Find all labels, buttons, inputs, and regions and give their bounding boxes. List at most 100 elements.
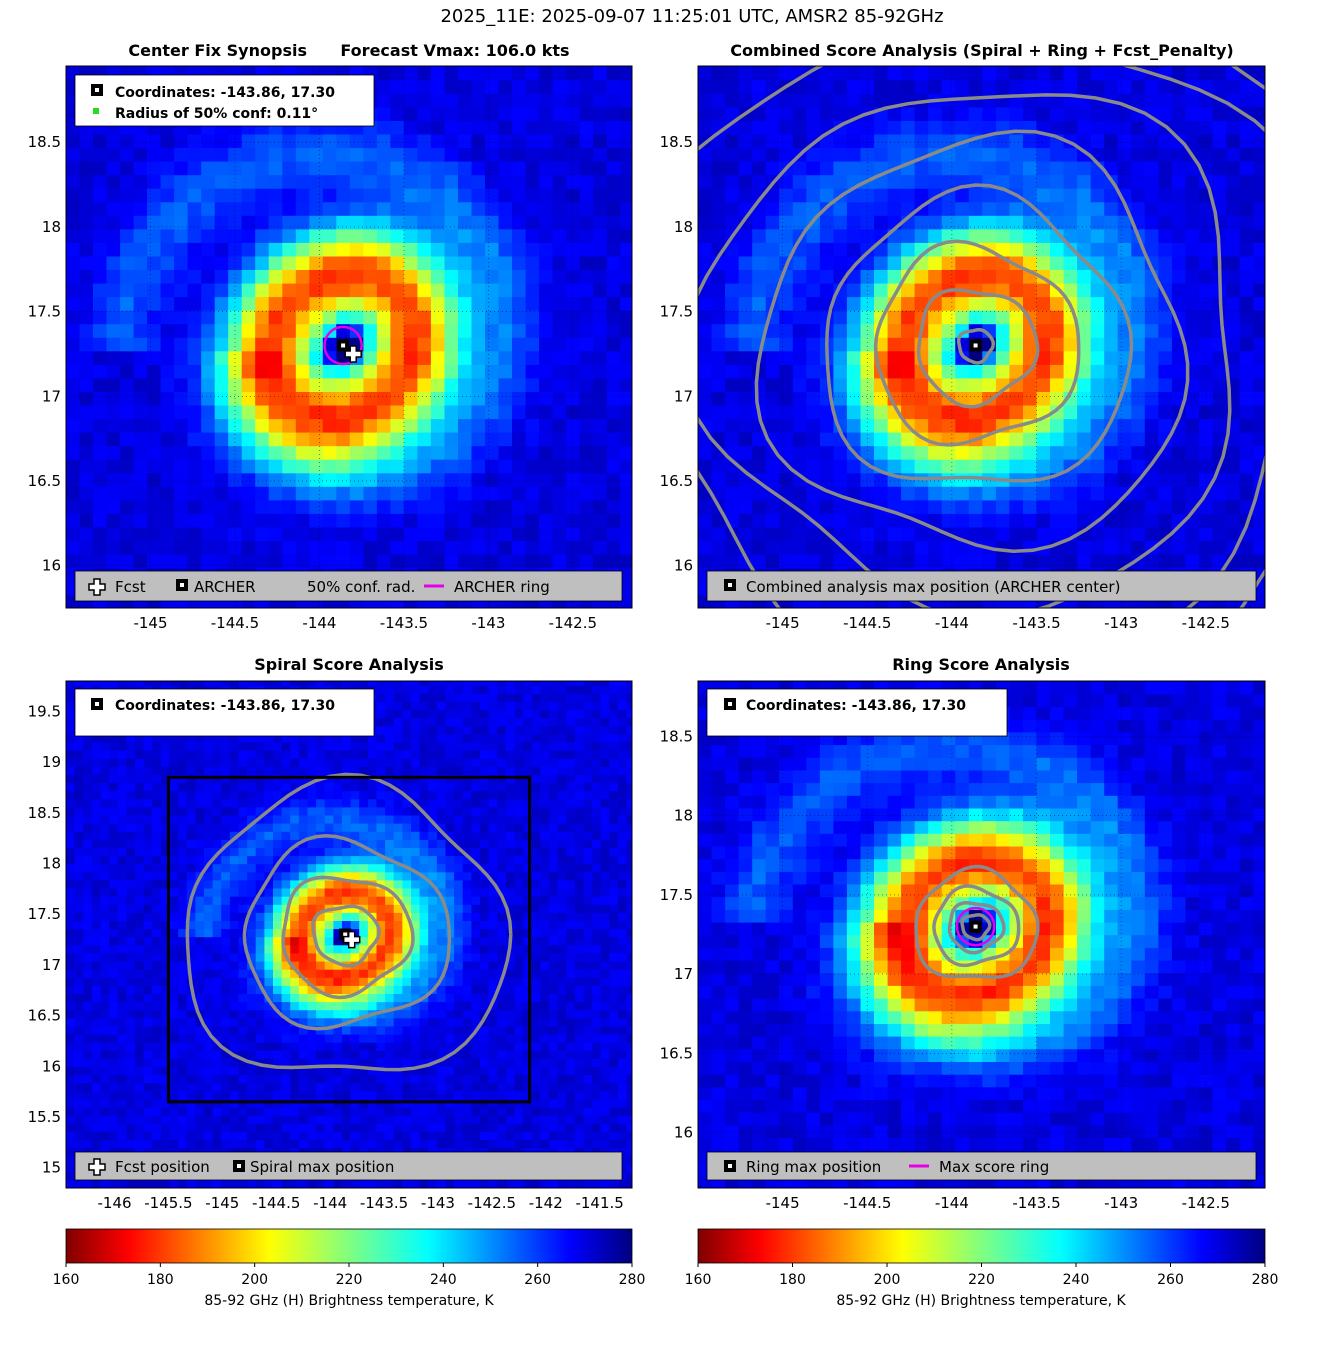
- heat-cell: [282, 364, 297, 379]
- heat-cell: [255, 133, 270, 149]
- heat-cell: [322, 215, 337, 230]
- heat-cell: [846, 350, 862, 365]
- heat-cell: [66, 717, 76, 727]
- heat-cell: [79, 499, 94, 514]
- heat-cell: [74, 798, 84, 808]
- heat-cell: [1090, 79, 1105, 94]
- heat-cell: [1226, 147, 1241, 162]
- heat-cell: [133, 147, 148, 162]
- heat-cell: [1063, 445, 1078, 460]
- heat-cell: [100, 1139, 110, 1149]
- heat-cell: [376, 282, 392, 298]
- heat-cell: [606, 228, 621, 243]
- heat-cell: [914, 459, 929, 474]
- heat-cell: [1023, 459, 1038, 474]
- heat-cell: [552, 377, 567, 392]
- heat-cell: [982, 160, 997, 176]
- heat-cell: [117, 904, 127, 913]
- heat-cell: [229, 1106, 240, 1116]
- heat-cell: [255, 459, 270, 474]
- heat-cell: [195, 741, 205, 751]
- heat-cell: [160, 839, 171, 848]
- heat-cell: [93, 337, 108, 352]
- heat-cell: [195, 904, 205, 913]
- heat-cell: [552, 188, 567, 203]
- heat-cell: [126, 1082, 136, 1092]
- heat-cell: [725, 269, 740, 284]
- heat-cell: [968, 486, 983, 501]
- heat-cell: [152, 750, 162, 759]
- heat-cell: [109, 1009, 119, 1019]
- heat-cell: [968, 499, 983, 514]
- heat-cell: [282, 526, 297, 541]
- heat-cell: [1185, 404, 1200, 420]
- heat-cell: [120, 147, 135, 162]
- heat-cell: [255, 1042, 265, 1051]
- heat-cell: [100, 814, 110, 824]
- heat-cell: [212, 741, 222, 751]
- heat-cell: [174, 188, 189, 203]
- heat-cell: [74, 936, 84, 946]
- heat-cell: [135, 1058, 145, 1067]
- heat-cell: [738, 445, 753, 460]
- heat-cell: [229, 863, 240, 873]
- heat-cell: [471, 106, 486, 121]
- heat-cell: [295, 350, 310, 365]
- heat-cell: [295, 513, 310, 528]
- heat-cell: [968, 309, 983, 325]
- heat-cell: [833, 499, 848, 514]
- heat-cell: [160, 798, 171, 808]
- heat-cell: [1063, 540, 1078, 555]
- legend-archer: ARCHER: [194, 578, 256, 596]
- heat-cell: [458, 540, 473, 555]
- heat-cell: [79, 66, 94, 67]
- y-tick-label: 17: [42, 387, 61, 405]
- heat-cell: [255, 1001, 265, 1011]
- heat-cell: [120, 174, 135, 189]
- heat-cell: [539, 188, 554, 203]
- heat-cell: [779, 201, 794, 216]
- heat-cell: [268, 255, 283, 270]
- heat-cell: [606, 282, 621, 298]
- heat-cell: [1199, 459, 1214, 474]
- heat-cell: [212, 1009, 222, 1019]
- heat-cell: [83, 912, 93, 921]
- heat-cell: [221, 1009, 231, 1019]
- heat-cell: [322, 431, 337, 447]
- heat-cell: [1131, 147, 1146, 162]
- heat-cell: [593, 215, 608, 230]
- heat-cell: [860, 486, 875, 501]
- heat-cell: [941, 201, 956, 216]
- heat-cell: [887, 377, 902, 392]
- heat-cell: [941, 377, 956, 392]
- heat-cell: [1063, 513, 1078, 528]
- heat-cell: [117, 1066, 127, 1076]
- heat-cell: [100, 920, 110, 930]
- heat-cell: [178, 1009, 188, 1019]
- heat-cell: [229, 1042, 240, 1051]
- axis-ticks: -145 -144.5 -144 -143.5 -143 -142.51616.51717…: [28, 133, 597, 632]
- heat-cell: [204, 928, 214, 938]
- heat-cell: [133, 377, 148, 392]
- heat-cell: [74, 879, 84, 889]
- heat-cell: [955, 323, 970, 338]
- heat-cell: [186, 1131, 196, 1140]
- heat-cell: [214, 160, 229, 176]
- heat-cell: [178, 1050, 188, 1059]
- heat-cell: [106, 174, 121, 189]
- panel-combined: Combined Score Analysis (Spiral + Ring +…: [660, 41, 1266, 632]
- heat-cell: [169, 879, 179, 889]
- heat-cell: [204, 912, 214, 921]
- heat-cell: [79, 160, 94, 176]
- heat-cell: [620, 147, 632, 162]
- heat-cell: [995, 350, 1011, 365]
- heat-cell: [152, 1090, 162, 1100]
- heat-cell: [126, 912, 136, 921]
- heat-cell: [169, 904, 179, 913]
- heat-cell: [752, 79, 767, 94]
- heat-cell: [160, 350, 175, 365]
- heat-cell: [1158, 377, 1173, 392]
- heat-cell: [485, 147, 500, 162]
- heat-cell: [187, 350, 202, 365]
- heat-cell: [147, 160, 162, 176]
